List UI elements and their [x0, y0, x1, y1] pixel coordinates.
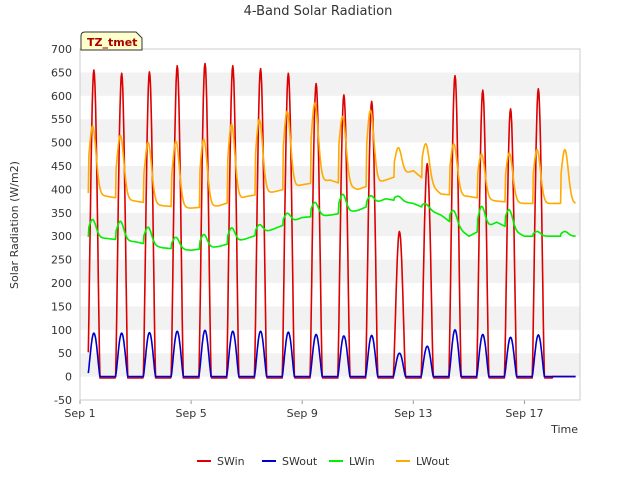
- series-line-lwin: [87, 193, 576, 251]
- y-axis-title: Solar Radiation (W/m2): [8, 161, 21, 289]
- legend: SWin SWout LWin LWout: [197, 455, 450, 468]
- x-tick-label: Sep 13: [394, 407, 432, 420]
- x-tick-label: Sep 5: [175, 407, 206, 420]
- y-tick-label: 450: [51, 160, 72, 173]
- legend-label-lwin: LWin: [349, 455, 375, 468]
- y-tick-label: 400: [51, 183, 72, 196]
- y-tick-label: 350: [51, 207, 72, 220]
- grid-band: [80, 306, 580, 330]
- x-tick-label: Sep 17: [505, 407, 543, 420]
- legend-label-lwout: LWout: [416, 455, 450, 468]
- y-tick-label: 0: [65, 371, 72, 384]
- grid-band: [80, 119, 580, 143]
- y-tick-label: 50: [58, 347, 72, 360]
- y-tick-label: -50: [54, 394, 72, 407]
- grid-band: [80, 236, 580, 260]
- x-axis-title: Time: [550, 423, 578, 436]
- series-line-swout: [87, 328, 576, 378]
- y-tick-label: 550: [51, 113, 72, 126]
- grid-band: [80, 376, 580, 400]
- series-lines: [87, 62, 576, 379]
- grid-band: [80, 212, 580, 237]
- grid-band: [80, 95, 580, 120]
- legend-label-swout: SWout: [282, 455, 318, 468]
- x-tick-label: Sep 1: [64, 407, 95, 420]
- station-badge: TZ_tmet: [80, 31, 143, 51]
- grid-band: [80, 283, 580, 307]
- y-tick-label: 700: [51, 43, 72, 56]
- y-tick-label: 600: [51, 90, 72, 103]
- grid-band: [80, 259, 580, 283]
- series-line-swin: [87, 62, 576, 379]
- grid-band: [80, 189, 580, 213]
- x-axis-ticks: Sep 1 Sep 5 Sep 9 Sep 13 Sep 17: [64, 400, 544, 420]
- x-tick-label: Sep 9: [287, 407, 318, 420]
- grid-band: [80, 72, 580, 96]
- series-line-lwout: [87, 102, 576, 209]
- grid-band: [80, 49, 580, 73]
- plot-frame: [79, 48, 581, 401]
- grid-band: [80, 329, 580, 354]
- chart-title: 4-Band Solar Radiation: [244, 4, 393, 19]
- station-badge-label: TZ_tmet: [87, 36, 137, 49]
- grid-band: [80, 353, 580, 377]
- grid-band: [80, 166, 580, 190]
- y-axis-ticks: -50 0 50 100 150 200 250 300 350 400 450 500 550 600 6…: [51, 43, 72, 407]
- y-tick-label: 200: [51, 277, 72, 290]
- y-tick-label: 250: [51, 254, 72, 267]
- y-tick-label: 150: [51, 300, 72, 313]
- y-tick-label: 100: [51, 324, 72, 337]
- y-tick-label: 300: [51, 230, 72, 243]
- grid-band: [80, 142, 580, 166]
- legend-label-swin: SWin: [217, 455, 245, 468]
- y-tick-label: 500: [51, 137, 72, 150]
- y-tick-label: 650: [51, 66, 72, 79]
